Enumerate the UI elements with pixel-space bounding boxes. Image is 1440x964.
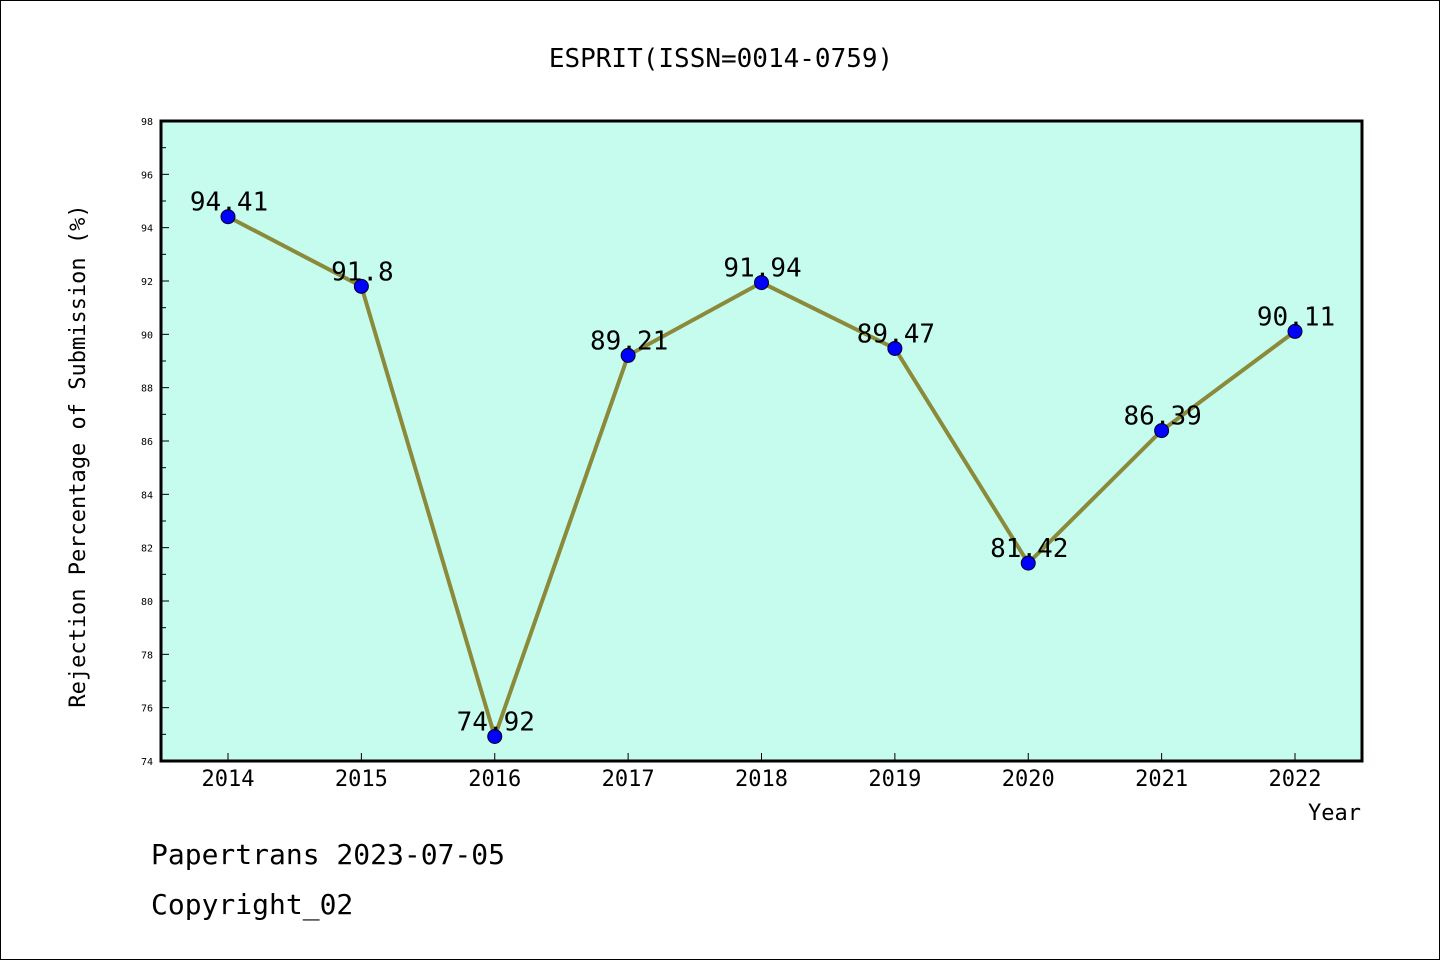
- x-tick-label: 2015: [335, 767, 388, 792]
- data-label: 89.47: [857, 319, 935, 349]
- y-tick-label: 78: [141, 650, 153, 661]
- data-point-group: [220, 209, 1303, 744]
- data-label: 81.42: [990, 534, 1068, 564]
- y-tick-label: 74: [141, 757, 153, 768]
- plot-area: [161, 121, 1362, 761]
- y-tick-label: 92: [141, 277, 153, 288]
- data-label: 89.21: [590, 326, 668, 356]
- x-tick-label: 2014: [202, 767, 255, 792]
- x-tick-label: 2016: [468, 767, 521, 792]
- y-tick-label: 84: [141, 490, 153, 501]
- y-axis-label: Rejection Percentage of Submission (%): [66, 204, 91, 707]
- data-label-group: 94.41 91.8 74.92 89.21 91.94 89.47 81.42 86.39 9…: [190, 188, 1335, 738]
- footer-copyright: Copyright_02: [151, 888, 353, 922]
- data-point: [887, 340, 903, 356]
- data-label: 91.8: [331, 257, 394, 287]
- data-label: 90.11: [1257, 302, 1335, 332]
- y-tick-label: 80: [141, 597, 153, 608]
- y-tick-label: 96: [141, 170, 153, 181]
- x-axis-label: Year: [1308, 801, 1361, 826]
- data-label: 94.41: [190, 188, 268, 218]
- x-tick-label: 2022: [1269, 767, 1322, 792]
- data-point: [220, 209, 236, 225]
- data-label: 91.94: [723, 254, 801, 284]
- data-point: [1287, 323, 1303, 339]
- data-point: [754, 275, 769, 291]
- x-axis-ticks: 2014 2015 2016 2017 2018 2019 2020 2021 2022: [202, 753, 1322, 792]
- data-point: [487, 728, 503, 744]
- y-tick-label: 86: [141, 437, 153, 448]
- y-tick-label: 98: [141, 117, 153, 128]
- y-tick-label: 82: [141, 544, 153, 555]
- x-tick-label: 2017: [602, 767, 655, 792]
- data-point: [353, 278, 369, 294]
- y-axis-ticks: 74 76 78 80 82 84 86 88 90 92 94 96 98: [141, 117, 169, 768]
- y-tick-label: 90: [141, 330, 153, 341]
- data-point: [1020, 555, 1036, 571]
- chart-title: ESPRIT(ISSN=0014-0759): [549, 44, 893, 74]
- data-label: 74.92: [457, 707, 535, 737]
- data-point: [1154, 423, 1170, 439]
- data-point: [620, 347, 636, 363]
- y-tick-label: 76: [141, 704, 153, 715]
- y-tick-label: 88: [141, 384, 153, 395]
- x-tick-label: 2021: [1135, 767, 1188, 792]
- x-tick-label: 2018: [735, 767, 788, 792]
- x-tick-label: 2020: [1002, 767, 1055, 792]
- footer-date: Papertrans 2023-07-05: [151, 838, 505, 871]
- plot-frame: [159, 119, 1364, 763]
- x-tick-label: 2019: [868, 767, 921, 792]
- y-tick-label: 94: [141, 224, 153, 235]
- data-label: 86.39: [1123, 402, 1201, 432]
